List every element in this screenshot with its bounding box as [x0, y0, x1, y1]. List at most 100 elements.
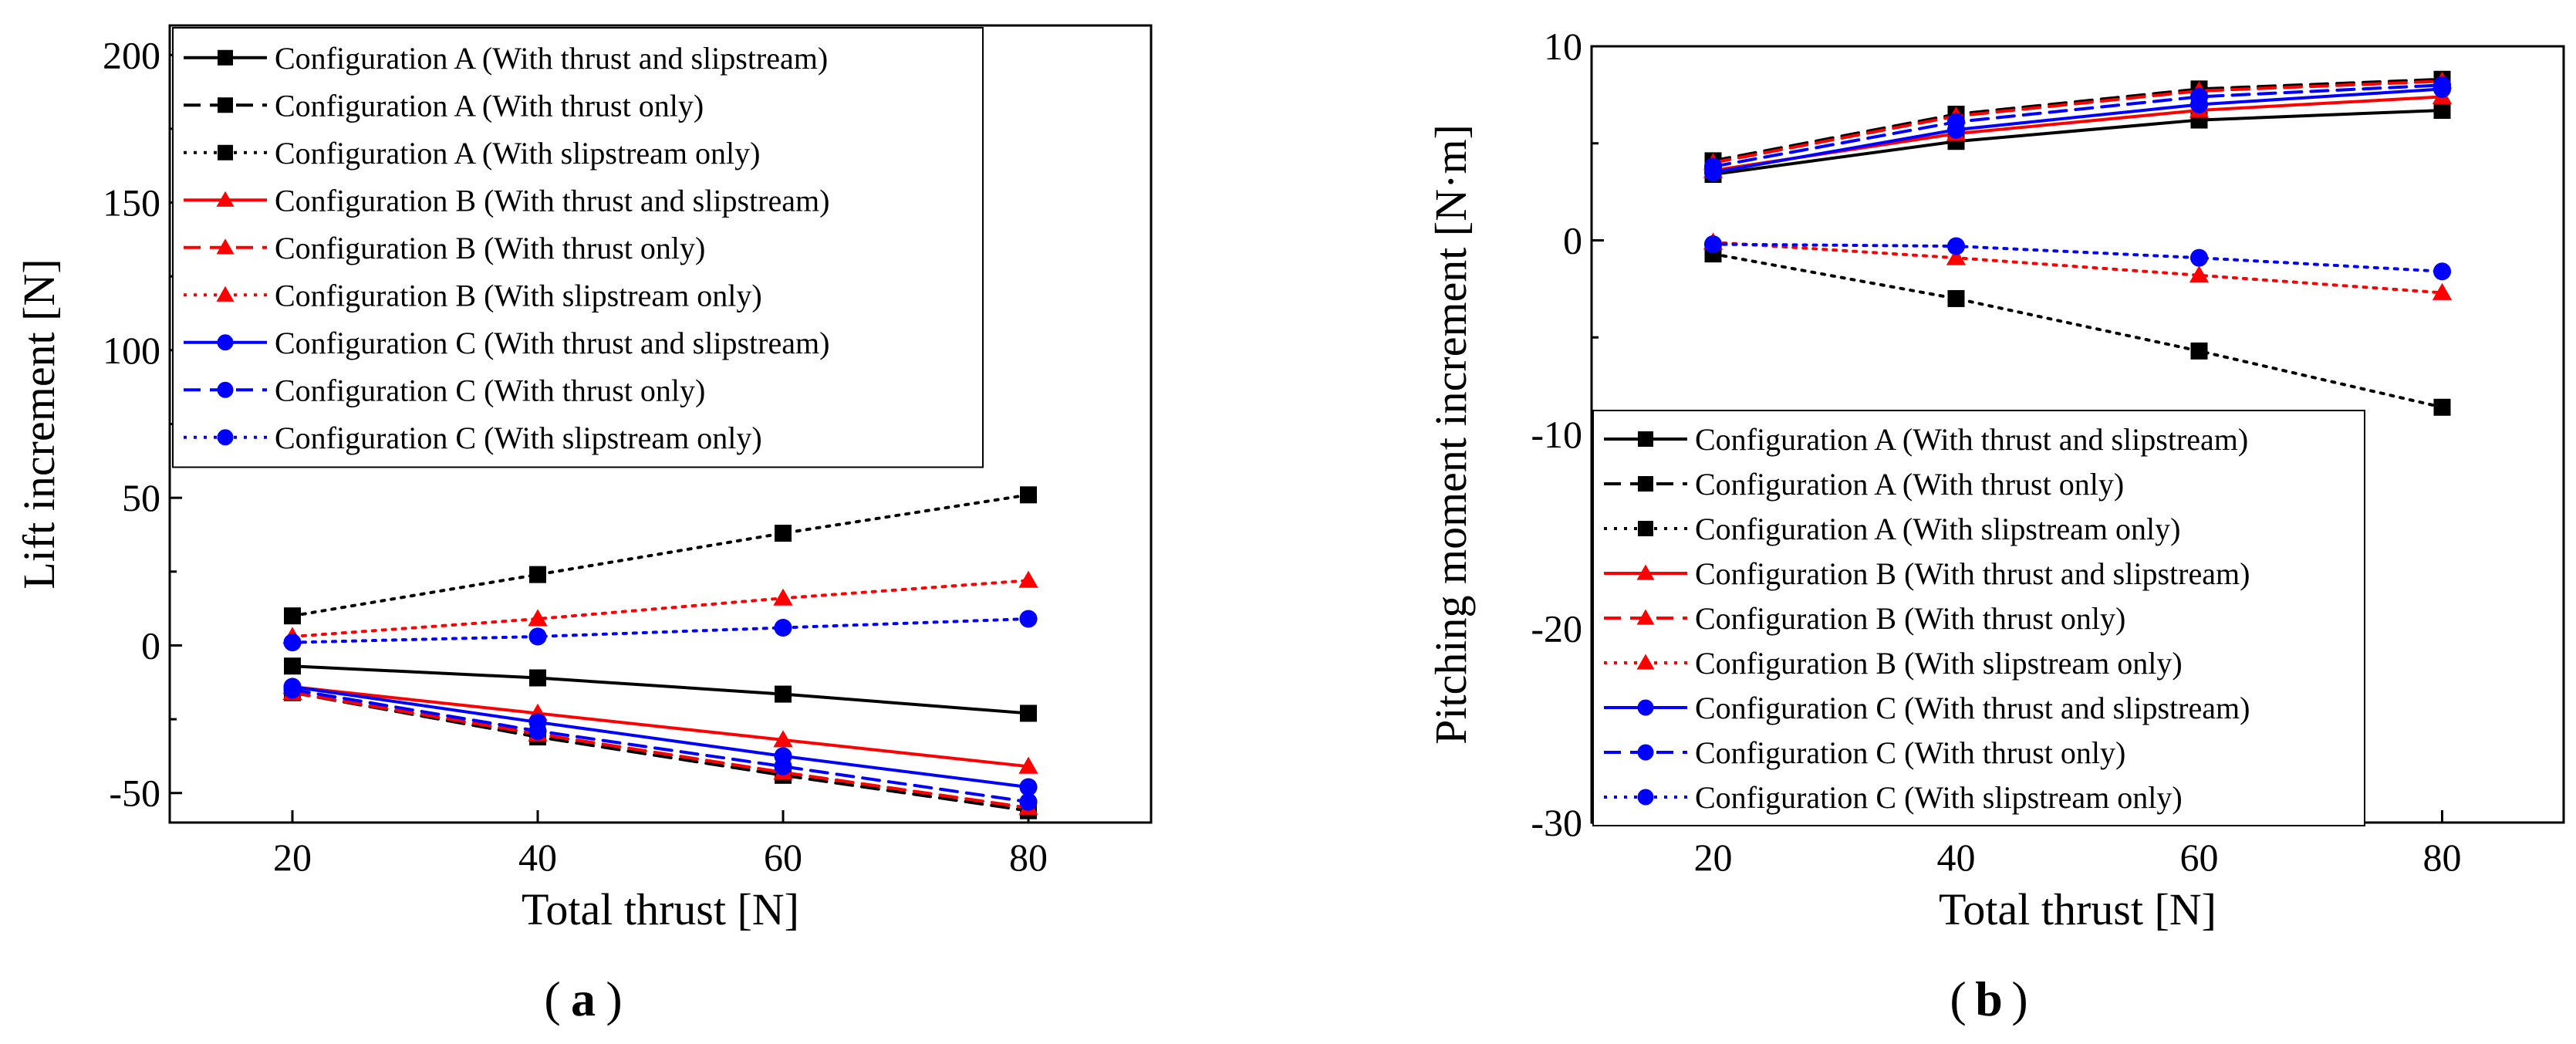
series-4: [282, 677, 1038, 774]
data-point: [2432, 282, 2453, 300]
legend-marker: [1636, 654, 1655, 670]
series-line: [291, 691, 1030, 813]
data-point: [2189, 248, 2209, 267]
legend-item: Configuration A (With thrust and slipstr…: [184, 41, 828, 76]
series-1: [284, 657, 1037, 722]
legend-item: Configuration C (With thrust only): [1604, 735, 2125, 770]
legend-label: Configuration A (With thrust and slipstr…: [275, 41, 828, 76]
series-line: [291, 493, 1030, 618]
data-point: [2433, 101, 2451, 119]
data-point: [775, 685, 792, 703]
legend-label: Configuration C (With thrust and slipstr…: [275, 326, 829, 360]
data-point: [774, 757, 792, 775]
series-line: [291, 617, 1030, 644]
legend-item: Configuration C (With slipstream only): [184, 421, 762, 455]
y-axis-title: Lift increment [N]: [14, 258, 64, 589]
series-line: [291, 579, 1030, 638]
data-point: [283, 633, 302, 652]
legend: Configuration A (With thrust and slipstr…: [172, 27, 984, 468]
data-point: [1020, 486, 1037, 504]
legend-label: Configuration C (With thrust only): [275, 373, 705, 407]
series-6: [1703, 232, 2453, 300]
data-point: [1020, 704, 1037, 722]
series-line: [291, 685, 1030, 789]
series-line: [291, 688, 1030, 804]
data-point: [528, 609, 548, 627]
data-point: [773, 588, 793, 606]
legend-item: Configuration B (With slipstream only): [184, 278, 762, 313]
data-point: [2189, 265, 2210, 283]
series-line: [1711, 108, 2444, 176]
legend-label: Configuration A (With slipstream only): [1695, 512, 2180, 546]
legend-frame: [172, 27, 984, 468]
legend-marker: [1636, 564, 1655, 580]
legend-item: Configuration C (With thrust and slipstr…: [1604, 691, 2250, 725]
x-tick-label: 40: [518, 836, 557, 879]
legend-item: Configuration A (With thrust only): [184, 88, 704, 123]
legend-marker: [1638, 521, 1653, 536]
series-line: [291, 664, 1030, 715]
panel-a-lift-chart: 20 40 60 80 200 150 100 50 0 -50 Total thrust [N] L…: [14, 24, 1153, 1026]
y-tick-label: 50: [122, 476, 160, 519]
data-point: [1703, 235, 1723, 254]
legend-marker: [1637, 789, 1654, 806]
legend-marker: [1637, 699, 1654, 716]
data-point: [1946, 113, 1966, 131]
legend-label: Configuration C (With slipstream only): [275, 421, 762, 455]
legend-marker: [1636, 609, 1655, 625]
legend-label: Configuration C (With slipstream only): [1695, 780, 2183, 815]
data-point: [774, 618, 792, 637]
x-tick-label: 20: [273, 836, 312, 879]
legend-item: Configuration A (With slipstream only): [184, 136, 760, 171]
panel-label-close-paren: ): [2011, 971, 2027, 1026]
legend-item: Configuration B (With thrust and slipstr…: [184, 183, 829, 218]
series-3: [284, 486, 1037, 625]
data-point: [284, 607, 301, 625]
y-tick-label: -20: [1531, 607, 1582, 650]
x-tick-label: 20: [1694, 836, 1733, 879]
y-tick-label: 200: [103, 33, 160, 76]
panel-label: a: [571, 971, 596, 1026]
x-tick-label: 80: [1009, 836, 1048, 879]
legend-label: Configuration C (With thrust only): [1695, 735, 2125, 770]
series-line: [291, 685, 1030, 769]
legend-label: Configuration B (With thrust and slipstr…: [1695, 556, 2250, 591]
data-point: [773, 730, 793, 748]
series-8: [1703, 76, 2452, 176]
legend-item: Configuration C (With thrust and slipstr…: [184, 326, 829, 360]
legend-item: Configuration C (With thrust only): [184, 373, 705, 407]
series-6: [282, 570, 1038, 644]
legend-label: Configuration B (With thrust and slipstr…: [275, 183, 829, 218]
legend-marker: [216, 238, 235, 255]
series-7: [283, 677, 1038, 796]
y-tick-label: -30: [1531, 801, 1582, 844]
panel-label-close-paren: ): [606, 971, 622, 1026]
data-point: [1018, 756, 1038, 774]
series-line: [1711, 241, 2444, 295]
data-point: [1703, 157, 1723, 176]
data-point: [1946, 248, 1967, 265]
legend-marker: [1638, 476, 1653, 492]
x-tick-label: 60: [764, 836, 802, 879]
x-axis-title: Total thrust [N]: [1939, 884, 2216, 934]
data-point: [1947, 289, 1965, 307]
series-line: [1711, 87, 2444, 174]
legend-marker: [216, 191, 235, 207]
data-point: [775, 525, 792, 542]
y-tick-label: 0: [1563, 219, 1582, 262]
y-tick-label: 150: [103, 181, 160, 225]
data-point: [284, 657, 301, 675]
y-tick-label: 0: [141, 623, 160, 667]
series-line: [1711, 83, 2444, 168]
series-3: [1704, 245, 2451, 416]
y-axis-title: Pitching moment increment [N·m]: [1426, 124, 1476, 745]
legend-item: Configuration A (With thrust only): [1604, 467, 2124, 502]
legend-frame: [1592, 410, 2365, 826]
data-point: [2433, 76, 2452, 94]
data-point: [1946, 237, 1966, 255]
series-line: [1711, 77, 2444, 163]
data-point: [1019, 610, 1038, 628]
legend-item: Configuration B (With thrust only): [184, 231, 705, 265]
